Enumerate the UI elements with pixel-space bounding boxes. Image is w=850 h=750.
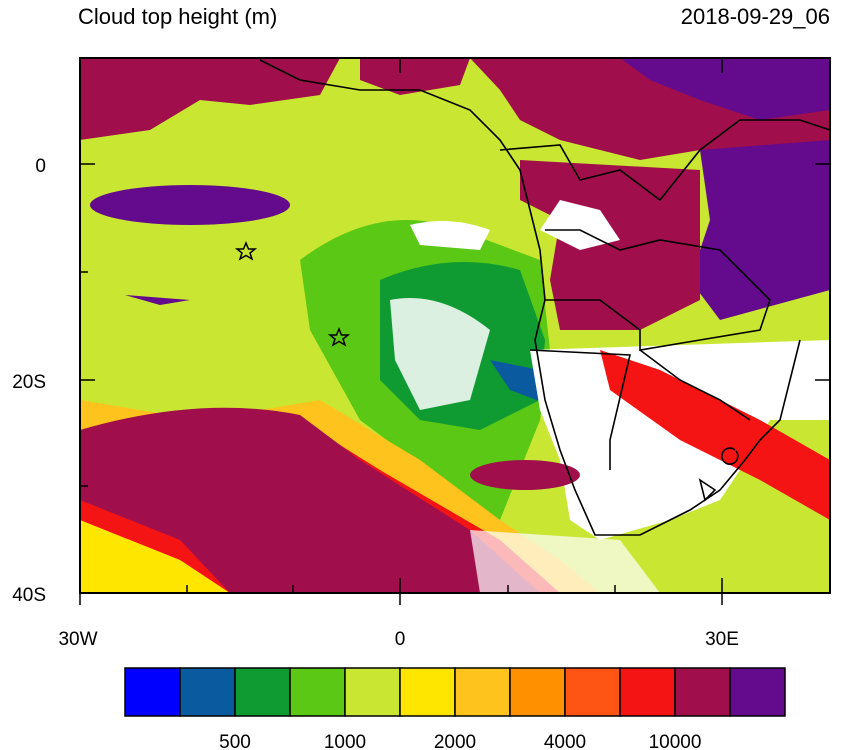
colorbar-box bbox=[234, 667, 291, 717]
colorbar-box bbox=[289, 667, 346, 717]
colorbar-box bbox=[124, 667, 181, 717]
timestamp: 2018-09-29_06 bbox=[681, 4, 830, 29]
title: Cloud top height (m) bbox=[78, 4, 277, 29]
colorbar-box bbox=[454, 667, 511, 717]
colorbar-box bbox=[179, 667, 236, 717]
colorbar-box bbox=[399, 667, 456, 717]
lon-label: 30E bbox=[705, 629, 739, 650]
colorbar-label: 10000 bbox=[649, 732, 702, 750]
colorbar-box bbox=[509, 667, 566, 717]
lat-label: 40S bbox=[12, 585, 46, 606]
colorbar-box bbox=[674, 667, 731, 717]
map-ticks bbox=[79, 58, 830, 605]
colorbar-label: 1000 bbox=[324, 732, 366, 750]
lon-label: 0 bbox=[395, 629, 406, 650]
colorbar-box bbox=[729, 667, 786, 717]
lat-label: 20S bbox=[12, 372, 46, 393]
colorbar-box bbox=[619, 667, 676, 717]
lon-label: 30W bbox=[58, 629, 97, 650]
colorbar: 500 1000 2000 4000 10000 bbox=[124, 667, 786, 750]
colorbar-label: 4000 bbox=[544, 732, 586, 750]
map-field bbox=[80, 58, 830, 593]
colorbar-label: 500 bbox=[219, 732, 251, 750]
colorbar-label: 2000 bbox=[434, 732, 476, 750]
colorbar-box bbox=[344, 667, 401, 717]
map-frame bbox=[79, 57, 831, 594]
colorbar-box bbox=[564, 667, 621, 717]
lat-label: 0 bbox=[35, 156, 46, 177]
